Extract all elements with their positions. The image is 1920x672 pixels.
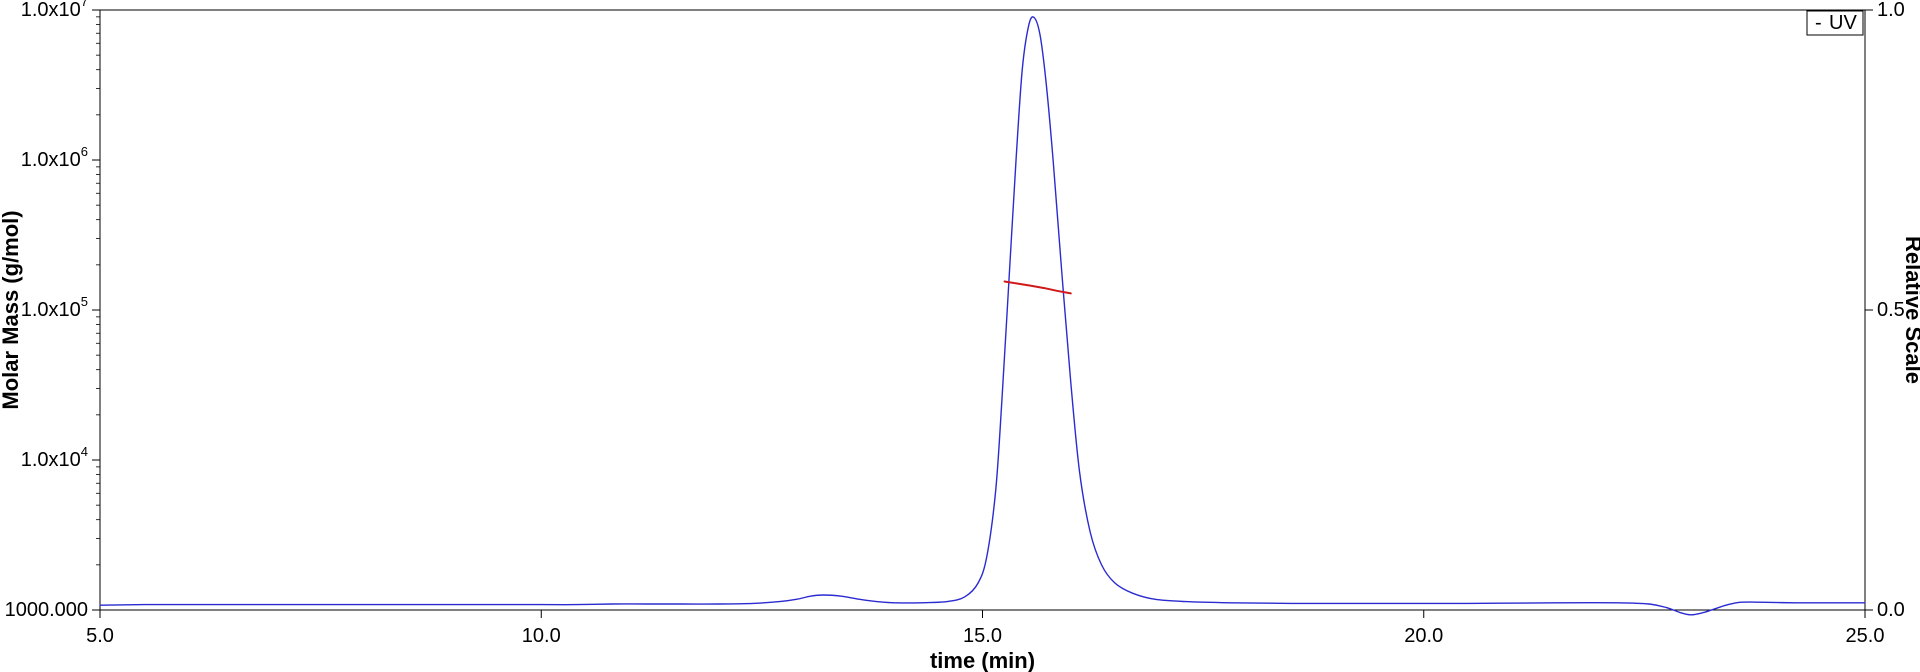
x-tick-label: 10.0 xyxy=(522,625,561,647)
y-right-axis-title: Relative Scale xyxy=(1901,236,1920,384)
legend-item-marker: - xyxy=(1815,12,1822,34)
series-uv xyxy=(100,17,1865,615)
x-tick-label: 20.0 xyxy=(1404,625,1443,647)
y-left-tick-label: 1.0x105 xyxy=(21,294,88,321)
chart-svg: 5.0 10.0 15.0 20.0 25.0 time (min) 1000.000 1.0… xyxy=(0,0,1920,672)
y-right-tick-label: 1.0 xyxy=(1877,0,1905,21)
x-tick-label: 25.0 xyxy=(1846,625,1885,647)
chromatogram-chart: 5.0 10.0 15.0 20.0 25.0 time (min) 1000.000 1.0… xyxy=(0,0,1920,672)
y-left-tick-label: 1.0x107 xyxy=(21,0,88,21)
y-left-tick-label: 1000.000 xyxy=(5,599,88,621)
y-right-tick-label: 0.5 xyxy=(1877,299,1905,321)
x-tick-label: 5.0 xyxy=(86,625,114,647)
series-molarmass xyxy=(1005,281,1071,293)
x-tick-label: 15.0 xyxy=(963,625,1002,647)
y-left-tick-label: 1.0x104 xyxy=(21,444,88,471)
y-left-tick-label: 1.0x106 xyxy=(21,144,88,171)
y-left-axis-title: Molar Mass (g/mol) xyxy=(0,210,23,409)
legend-item-label: UV xyxy=(1829,12,1857,34)
y-right-tick-label: 0.0 xyxy=(1877,599,1905,621)
x-axis-title: time (min) xyxy=(930,648,1035,672)
